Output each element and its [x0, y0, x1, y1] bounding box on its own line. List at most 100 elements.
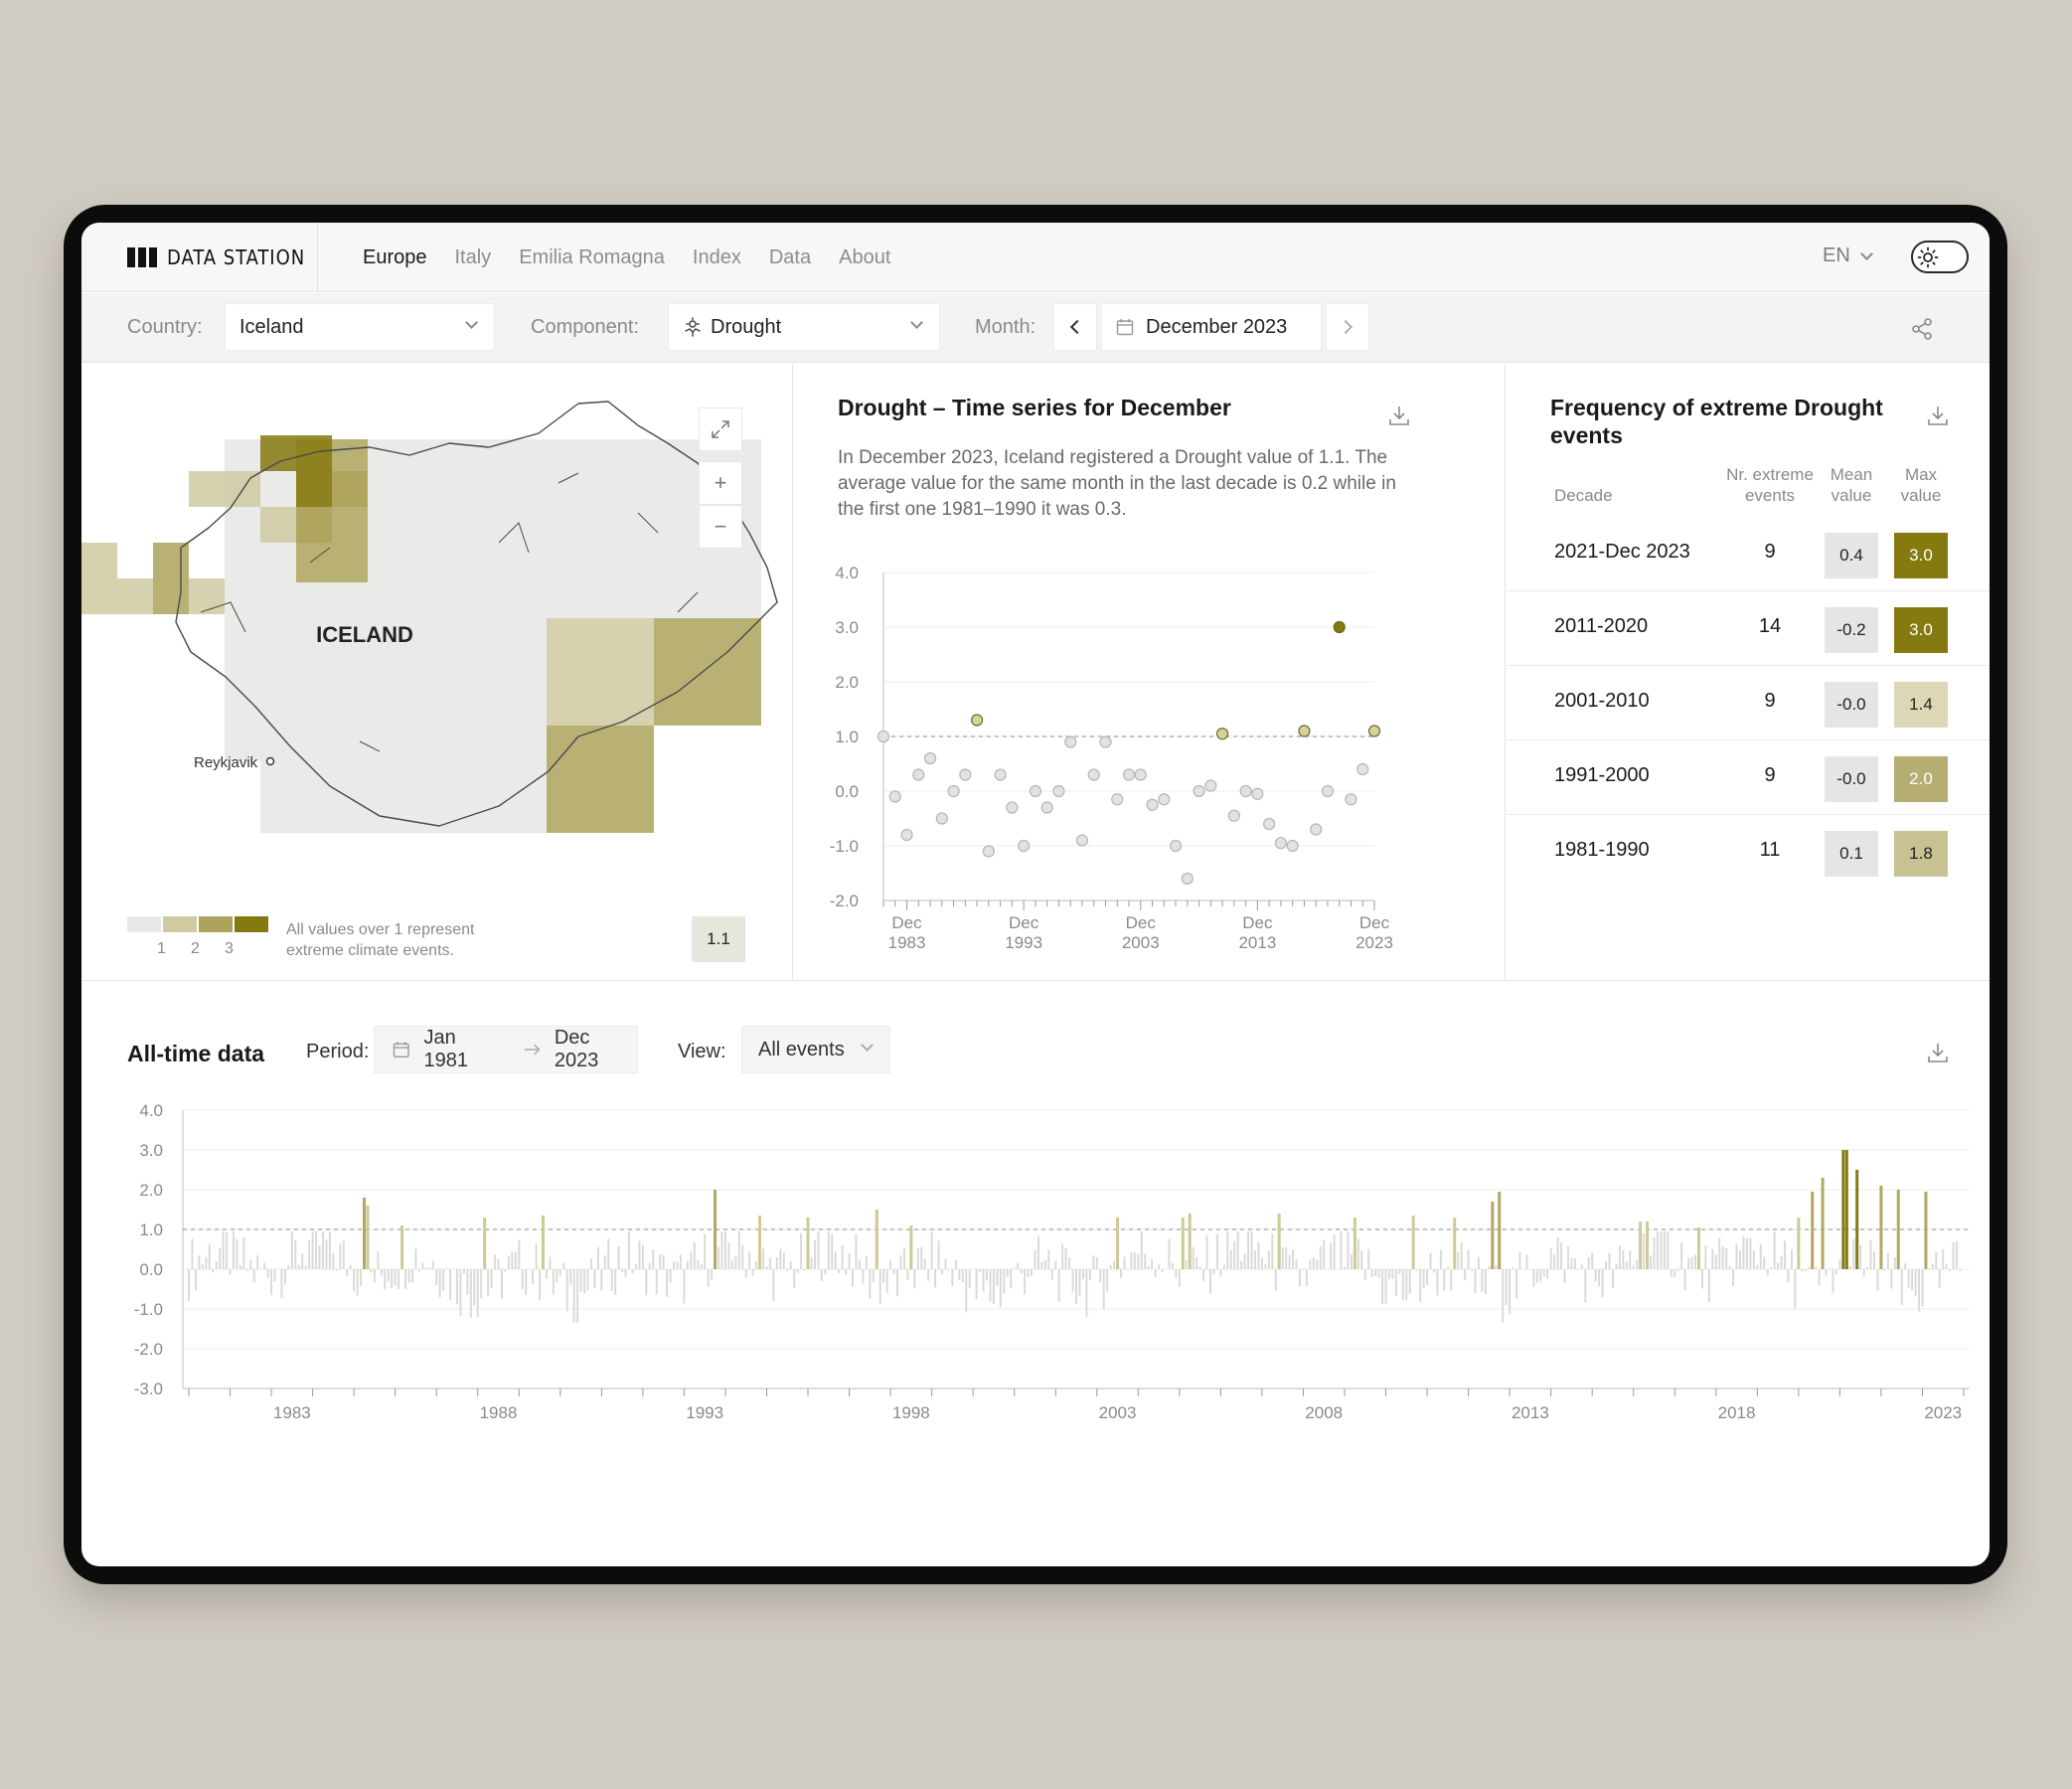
- data-bar: [1439, 1249, 1442, 1269]
- data-bar: [862, 1269, 865, 1284]
- data-bar: [194, 1269, 197, 1291]
- data-bar: [387, 1269, 390, 1282]
- download-icon[interactable]: [1926, 1041, 1950, 1064]
- data-bar: [913, 1269, 916, 1289]
- x-tick-label: 1993: [1005, 933, 1042, 952]
- country-select[interactable]: Iceland: [225, 303, 495, 351]
- theme-toggle[interactable]: [1911, 241, 1969, 273]
- data-bar: [242, 1236, 245, 1269]
- brand[interactable]: DATA STATION: [81, 223, 318, 292]
- data-bar: [834, 1251, 837, 1269]
- data-bar: [944, 1258, 947, 1269]
- x-tick-label: Dec: [1009, 913, 1039, 932]
- data-bar: [1577, 1269, 1580, 1270]
- map-cell: [547, 654, 582, 690]
- data-bar: [772, 1269, 775, 1301]
- data-bar: [1010, 1269, 1013, 1289]
- iceland-map[interactable]: ICELAND Reykjavik: [81, 364, 793, 900]
- download-icon[interactable]: [1926, 404, 1950, 427]
- download-icon[interactable]: [1387, 404, 1411, 427]
- map-cell: [403, 439, 439, 475]
- map-cell: [189, 471, 225, 507]
- data-point: [1087, 768, 1100, 781]
- data-bar: [1212, 1269, 1215, 1274]
- nav-item-emilia-romagna[interactable]: Emilia Romagna: [519, 245, 665, 268]
- map-cell: [260, 435, 296, 471]
- data-bar: [1467, 1249, 1470, 1269]
- data-bar: [1959, 1269, 1962, 1272]
- calendar-icon: [1116, 319, 1134, 336]
- share-icon[interactable]: [1910, 317, 1934, 341]
- data-bar: [325, 1239, 328, 1269]
- data-point: [1321, 784, 1335, 798]
- data-bar: [1387, 1269, 1390, 1280]
- map-cell: [618, 761, 654, 797]
- data-bar: [417, 1269, 420, 1272]
- timeseries-chart[interactable]: 4.03.02.01.00.0-1.0-2.0Dec1983Dec1993Dec…: [794, 553, 1506, 970]
- nav-item-index[interactable]: Index: [692, 245, 741, 268]
- data-bar: [1495, 1265, 1498, 1269]
- frequency-panel: Frequency of extreme Drought events Deca…: [1507, 364, 1990, 980]
- map-cell: [81, 543, 117, 578]
- data-bar: [965, 1269, 968, 1313]
- data-point: [1274, 837, 1288, 850]
- data-bar: [782, 1252, 785, 1269]
- map-cell: [511, 475, 547, 511]
- data-bar: [1484, 1269, 1487, 1295]
- component-label: Component:: [531, 316, 639, 338]
- language-selector[interactable]: EN: [1823, 244, 1873, 267]
- data-point: [912, 768, 925, 781]
- data-bar: [1316, 1259, 1319, 1269]
- y-tick-label: -3.0: [134, 1380, 163, 1398]
- data-bar: [1829, 1268, 1832, 1269]
- data-bar: [1401, 1269, 1404, 1301]
- data-bar: [428, 1267, 431, 1269]
- map-cell: [403, 761, 439, 797]
- data-bar: [414, 1248, 417, 1269]
- month-picker[interactable]: December 2023: [1101, 303, 1322, 351]
- data-bar: [937, 1240, 940, 1269]
- x-tick-label: 2003: [1099, 1403, 1137, 1422]
- zoom-in-button[interactable]: +: [699, 461, 742, 505]
- extreme-event-bar: [1639, 1221, 1643, 1269]
- nav-item-europe[interactable]: Europe: [363, 245, 427, 268]
- alltime-bar-chart[interactable]: 4.0 3.0 2.0 1.0 0.0 -1.0 -2.0 -3.0 1983 1988 1993 1…: [81, 1098, 1990, 1555]
- data-bar: [1838, 1259, 1841, 1269]
- data-bar: [270, 1269, 273, 1296]
- data-bar: [686, 1260, 689, 1269]
- data-bar: [831, 1233, 834, 1269]
- nav-item-data[interactable]: Data: [768, 245, 812, 268]
- map-cell: [475, 511, 511, 547]
- data-bar: [1859, 1244, 1862, 1269]
- data-bar: [789, 1260, 792, 1269]
- x-tick-label: 2013: [1238, 933, 1276, 952]
- data-bar: [1460, 1241, 1463, 1269]
- data-bar: [1429, 1252, 1432, 1269]
- data-bar: [1081, 1269, 1084, 1280]
- nav-item-italy[interactable]: Italy: [454, 245, 492, 268]
- data-bar: [1464, 1269, 1467, 1281]
- data-bar: [1625, 1261, 1628, 1269]
- map-cell: [511, 582, 547, 618]
- map-cell: [368, 761, 403, 797]
- component-select[interactable]: Drought: [668, 303, 940, 351]
- data-bar: [1725, 1248, 1728, 1269]
- data-bar: [1474, 1269, 1477, 1294]
- data-bar: [562, 1262, 565, 1269]
- next-month-button[interactable]: [1326, 303, 1369, 351]
- nav-item-about[interactable]: About: [839, 245, 891, 268]
- expand-map-button[interactable]: [699, 407, 742, 451]
- data-bar: [1347, 1231, 1350, 1269]
- data-bar: [858, 1259, 861, 1269]
- data-bar: [398, 1269, 400, 1290]
- data-bar: [634, 1263, 637, 1269]
- period-picker[interactable]: Jan 1981 Dec 2023: [374, 1026, 638, 1073]
- data-bar: [1154, 1269, 1157, 1278]
- data-bar: [1711, 1248, 1714, 1269]
- view-select[interactable]: All events: [741, 1026, 890, 1073]
- data-bar: [690, 1250, 693, 1269]
- y-tick-label: -1.0: [830, 837, 859, 856]
- data-bar: [961, 1269, 964, 1282]
- previous-month-button[interactable]: [1053, 303, 1097, 351]
- zoom-out-button[interactable]: −: [699, 505, 742, 549]
